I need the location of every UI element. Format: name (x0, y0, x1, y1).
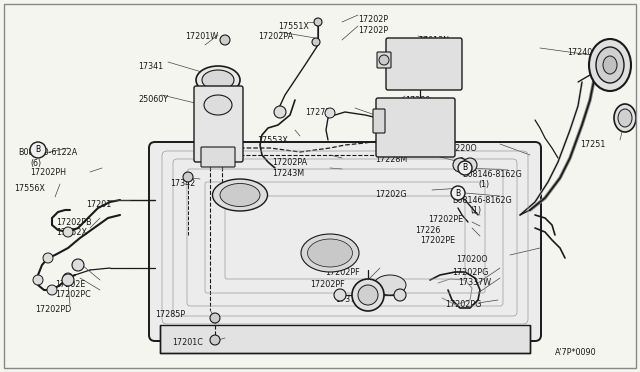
Circle shape (210, 335, 220, 345)
Text: 17202PF: 17202PF (325, 268, 360, 277)
Circle shape (458, 161, 472, 175)
FancyBboxPatch shape (194, 86, 243, 162)
Text: B08146-8162G: B08146-8162G (452, 196, 512, 205)
Circle shape (72, 259, 84, 271)
Text: 17202P: 17202P (358, 15, 388, 24)
Text: 17202PB: 17202PB (56, 218, 92, 227)
Text: 17013N: 17013N (418, 36, 449, 45)
Text: 17202P: 17202P (358, 26, 388, 35)
Bar (160, 325, 530, 353)
Ellipse shape (301, 234, 359, 272)
Text: 17370: 17370 (335, 295, 360, 304)
FancyBboxPatch shape (386, 38, 462, 90)
Text: A'7P*0090: A'7P*0090 (555, 348, 596, 357)
Text: 17240: 17240 (567, 48, 592, 57)
Circle shape (47, 285, 57, 295)
Circle shape (334, 289, 346, 301)
FancyBboxPatch shape (373, 109, 385, 133)
Text: 17202PA: 17202PA (272, 158, 307, 167)
Text: 17228M: 17228M (375, 155, 407, 164)
Circle shape (62, 274, 74, 286)
FancyBboxPatch shape (149, 142, 541, 341)
Circle shape (43, 253, 53, 263)
Text: 17201C: 17201C (172, 338, 203, 347)
Text: 17202PE: 17202PE (428, 215, 463, 224)
Ellipse shape (202, 70, 234, 90)
Circle shape (379, 55, 389, 65)
Text: 17220O: 17220O (445, 144, 477, 153)
Text: 17042: 17042 (418, 66, 444, 75)
Text: 17202PG: 17202PG (445, 300, 481, 309)
Ellipse shape (614, 104, 636, 132)
Circle shape (63, 227, 73, 237)
Ellipse shape (618, 109, 632, 127)
Circle shape (33, 275, 43, 285)
Circle shape (274, 106, 286, 118)
Text: 17202PH: 17202PH (30, 168, 66, 177)
Ellipse shape (204, 95, 232, 115)
FancyBboxPatch shape (376, 98, 455, 157)
Text: B08146-8162G: B08146-8162G (462, 170, 522, 179)
Text: 17020O: 17020O (456, 255, 488, 264)
Text: 17273: 17273 (305, 108, 330, 117)
Ellipse shape (374, 275, 406, 295)
Ellipse shape (307, 239, 353, 267)
Circle shape (312, 38, 320, 46)
Circle shape (220, 35, 230, 45)
Text: B: B (456, 189, 461, 198)
Text: 17202PC: 17202PC (55, 290, 91, 299)
Circle shape (210, 313, 220, 323)
FancyBboxPatch shape (377, 52, 391, 68)
Text: 17202PF: 17202PF (310, 280, 344, 289)
Text: 17285P: 17285P (155, 310, 185, 319)
Text: B08070-6122A: B08070-6122A (18, 148, 77, 157)
Text: 17337W: 17337W (458, 278, 491, 287)
Ellipse shape (220, 183, 260, 206)
Circle shape (352, 279, 384, 311)
FancyBboxPatch shape (201, 147, 235, 167)
Text: 17201W: 17201W (185, 32, 218, 41)
Circle shape (30, 142, 46, 158)
Text: 17341: 17341 (138, 62, 163, 71)
Circle shape (183, 172, 193, 182)
Text: 17251: 17251 (580, 140, 605, 149)
Ellipse shape (212, 179, 268, 211)
Text: 17202PD: 17202PD (35, 305, 71, 314)
Ellipse shape (596, 47, 624, 83)
Text: B: B (35, 145, 40, 154)
Text: 17202PA: 17202PA (258, 32, 293, 41)
Text: (6): (6) (30, 159, 41, 168)
Circle shape (394, 289, 406, 301)
Text: 17243M: 17243M (272, 169, 304, 178)
Ellipse shape (196, 66, 240, 94)
Circle shape (453, 158, 467, 172)
Text: 17202E: 17202E (55, 280, 85, 289)
Text: 17226: 17226 (415, 226, 440, 235)
Circle shape (463, 158, 477, 172)
Circle shape (63, 273, 73, 283)
Circle shape (451, 186, 465, 200)
Text: 17202PE: 17202PE (420, 236, 455, 245)
Ellipse shape (589, 39, 631, 91)
Text: 17201: 17201 (86, 200, 111, 209)
Text: 17552X: 17552X (56, 228, 87, 237)
Text: 17551X: 17551X (278, 22, 309, 31)
Text: (1): (1) (478, 180, 489, 189)
Circle shape (325, 108, 335, 118)
Ellipse shape (603, 56, 617, 74)
Text: 17280: 17280 (405, 96, 430, 105)
Text: (1): (1) (470, 206, 481, 215)
Text: 17553X: 17553X (257, 136, 288, 145)
Circle shape (314, 18, 322, 26)
Text: 25060Y: 25060Y (138, 95, 168, 104)
Text: 17202G: 17202G (388, 126, 420, 135)
Text: 17202G: 17202G (375, 190, 406, 199)
Text: 17202PG: 17202PG (452, 268, 488, 277)
Text: 17342: 17342 (170, 179, 195, 188)
Text: B: B (463, 164, 468, 173)
Text: 17556X: 17556X (14, 184, 45, 193)
Circle shape (358, 285, 378, 305)
